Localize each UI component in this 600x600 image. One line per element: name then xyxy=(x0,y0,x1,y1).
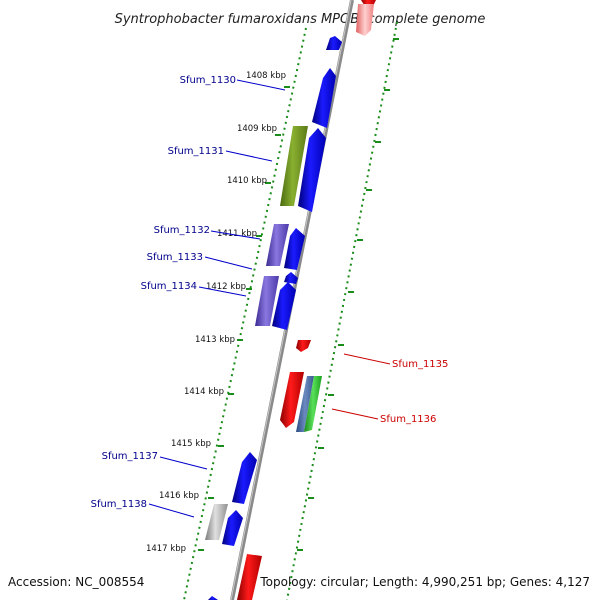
gene-arrow[interactable] xyxy=(280,372,304,428)
gene-label[interactable]: Sfum_1131 xyxy=(168,146,224,157)
kbp-tick-label: 1410 kbp xyxy=(227,176,267,186)
forward-genes xyxy=(208,36,342,600)
gene-label[interactable]: Sfum_1136 xyxy=(380,414,436,425)
gene-labels: Sfum_1130 Sfum_1131 Sfum_1132 Sfum_1133 … xyxy=(91,75,449,510)
kbp-tick-label: 1412 kbp xyxy=(206,282,246,292)
gene-arrow[interactable] xyxy=(232,452,257,504)
gene-label[interactable]: Sfum_1130 xyxy=(180,75,236,86)
genome-summary-text: Topology: circular; Length: 4,990,251 bp… xyxy=(260,575,590,589)
gene-label[interactable]: Sfum_1138 xyxy=(91,499,147,510)
feature-block[interactable] xyxy=(280,126,308,206)
kbp-tick-label: 1415 kbp xyxy=(171,439,211,449)
gene-arrow[interactable] xyxy=(284,272,298,284)
gene-label[interactable]: Sfum_1135 xyxy=(392,359,448,370)
feature-block[interactable] xyxy=(266,224,289,266)
outer-ruler-ticks xyxy=(297,38,399,551)
genome-title: Syntrophobacter fumaroxidans MPOB, compl… xyxy=(115,12,486,27)
kbp-ticks: 1408 kbp 1409 kbp 1410 kbp 1411 kbp 1412… xyxy=(146,71,290,554)
kbp-tick-label: 1409 kbp xyxy=(237,124,277,134)
gene-arrow[interactable] xyxy=(272,282,296,330)
gene-label[interactable]: Sfum_1134 xyxy=(141,281,197,292)
kbp-tick-label: 1413 kbp xyxy=(195,335,235,345)
kbp-tick-label: 1416 kbp xyxy=(159,491,199,501)
kbp-tick-label: 1411 kbp xyxy=(217,229,257,239)
gene-label[interactable]: Sfum_1133 xyxy=(147,252,203,263)
gene-label[interactable]: Sfum_1137 xyxy=(102,451,158,462)
gene-arrow[interactable] xyxy=(326,36,342,50)
kbp-tick-label: 1414 kbp xyxy=(184,387,224,397)
gene-arrow[interactable] xyxy=(298,128,326,212)
feature-block[interactable] xyxy=(255,276,279,326)
kbp-tick-label: 1408 kbp xyxy=(246,71,286,81)
label-leaders xyxy=(148,79,391,518)
outer-ruler-line xyxy=(286,21,398,600)
gene-arrow[interactable] xyxy=(208,596,218,600)
gene-arrow[interactable] xyxy=(284,228,305,270)
gene-arrow[interactable] xyxy=(356,4,374,36)
reverse-genes xyxy=(237,0,376,600)
gene-arrow[interactable] xyxy=(296,376,314,432)
kbp-tick-label: 1417 kbp xyxy=(146,544,186,554)
feature-block[interactable] xyxy=(205,504,228,540)
feature-blocks xyxy=(205,126,308,540)
accession-text: Accession: NC_008554 xyxy=(8,575,145,589)
gene-arrow[interactable] xyxy=(237,554,262,600)
gene-arrow[interactable] xyxy=(312,68,336,128)
gene-label[interactable]: Sfum_1132 xyxy=(154,225,210,236)
gene-arrow[interactable] xyxy=(296,340,311,352)
gene-arrow[interactable] xyxy=(222,510,243,546)
gene-arrow[interactable] xyxy=(304,376,322,432)
inner-ruler-line xyxy=(183,27,307,600)
